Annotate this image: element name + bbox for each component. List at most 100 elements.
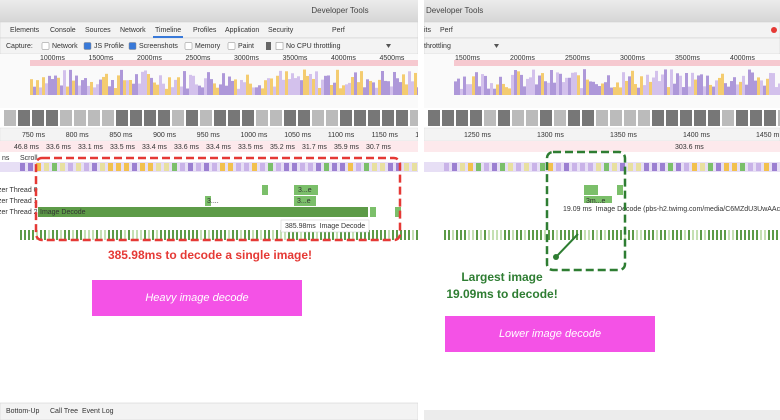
overview-activity	[399, 82, 402, 95]
raster-mark	[724, 230, 726, 240]
panel-tab[interactable]: Console	[50, 27, 76, 34]
raster-mark	[132, 230, 134, 240]
interaction-mark	[580, 163, 585, 171]
frame-duration: 33.4 ms	[206, 144, 231, 151]
raster-mark	[296, 230, 298, 240]
screenshot-thumb	[764, 110, 776, 126]
raster-mark	[772, 230, 774, 240]
overview-tick: 3000ms	[620, 55, 645, 62]
interaction-mark	[308, 163, 313, 171]
panel-tab[interactable]: Security	[268, 27, 294, 34]
panel-tab[interactable]: Perf	[440, 27, 453, 34]
overview-activity	[336, 69, 339, 95]
raster-mark	[364, 230, 366, 240]
screenshot-thumb	[778, 110, 780, 126]
panel-tab[interactable]: Perf	[332, 27, 345, 34]
panel-tab[interactable]: Network	[120, 27, 146, 34]
panel-tab[interactable]: its	[424, 27, 432, 34]
overview-activity	[652, 77, 655, 95]
overview-activity	[69, 69, 72, 95]
interaction-mark	[524, 163, 529, 171]
screenshot-thumb	[442, 110, 454, 126]
raster-mark	[404, 230, 406, 240]
overview-activity	[75, 75, 78, 95]
ruler-tick: 1300 ms	[537, 132, 564, 139]
interaction-mark	[772, 163, 777, 171]
interaction-mark	[700, 163, 705, 171]
raster-mark	[448, 230, 450, 240]
raster-mark	[68, 230, 70, 240]
checkbox[interactable]	[41, 42, 50, 50]
interaction-mark	[692, 163, 697, 171]
raster-mark	[308, 230, 310, 240]
interaction-mark	[236, 163, 241, 171]
raster-mark	[44, 230, 46, 240]
raster-mark	[324, 230, 326, 240]
raster-mark	[280, 230, 282, 240]
raster-mark	[52, 230, 54, 240]
bottom-tab[interactable]: Bottom-Up	[6, 408, 40, 415]
interaction-mark	[164, 163, 169, 171]
interaction-mark	[268, 163, 273, 171]
screenshot-thumb	[354, 110, 366, 126]
interaction-mark	[732, 163, 737, 171]
task	[370, 207, 376, 217]
screenshot-thumb	[652, 110, 664, 126]
checkbox[interactable]	[128, 42, 137, 50]
overview-activity	[417, 87, 418, 95]
overview-activity	[598, 86, 601, 95]
checkbox[interactable]	[83, 42, 92, 50]
raster-mark	[376, 230, 378, 240]
overview-activity	[661, 74, 664, 95]
image-decode-bar	[38, 207, 368, 217]
interaction-mark	[508, 163, 513, 171]
overview-activity	[514, 70, 517, 95]
overview-activity	[375, 87, 378, 95]
overview-activity	[186, 88, 189, 95]
trash-icon[interactable]	[266, 42, 271, 50]
overview-activity	[490, 83, 493, 95]
throttle-checkbox[interactable]	[275, 42, 284, 50]
checkbox[interactable]	[227, 42, 236, 50]
raster-mark	[568, 230, 570, 240]
ruler-tick: 750 ms	[22, 132, 45, 139]
raster-mark	[468, 230, 470, 240]
panel-tab[interactable]: Sources	[85, 27, 111, 34]
checkbox[interactable]	[184, 42, 193, 50]
interaction-mark	[652, 163, 657, 171]
overview-tick: 4000ms	[730, 55, 755, 62]
bottom-tab[interactable]: Call Tree	[50, 408, 78, 415]
overview-activity	[219, 84, 222, 95]
panel-tab[interactable]: Application	[225, 27, 259, 34]
interaction-mark	[52, 163, 57, 171]
raster-mark	[600, 230, 602, 240]
raster-mark	[776, 230, 778, 240]
close-dot[interactable]	[771, 27, 777, 33]
raster-mark	[328, 230, 330, 240]
overview-activity	[601, 83, 604, 95]
overview-activity	[709, 84, 712, 95]
overview-activity	[667, 87, 670, 95]
overview-activity	[156, 84, 159, 95]
raster-mark	[388, 230, 390, 240]
throttling-select[interactable]: throttling	[424, 43, 451, 50]
overview-activity	[571, 72, 574, 95]
overview-activity	[63, 70, 66, 95]
throttling-select[interactable]: No CPU throttling	[286, 43, 341, 50]
screenshot-thumb	[60, 110, 72, 126]
panel-tab[interactable]: Timeline	[155, 27, 181, 34]
raster-mark	[40, 230, 42, 240]
bottom-tab[interactable]: Event Log	[82, 408, 114, 415]
overview-activity	[396, 78, 399, 95]
raster-mark	[392, 230, 394, 240]
panel-tab[interactable]: Elements	[10, 27, 40, 34]
panel-tab[interactable]: Profiles	[193, 27, 217, 34]
raster-mark	[292, 230, 294, 240]
screenshot-thumb	[158, 110, 170, 126]
ruler-tick: 1450 m	[756, 132, 780, 139]
raster-mark	[336, 230, 338, 240]
interaction-mark	[180, 163, 185, 171]
raster-mark	[480, 230, 482, 240]
raster-mark	[720, 230, 722, 240]
screenshot-thumb	[498, 110, 510, 126]
